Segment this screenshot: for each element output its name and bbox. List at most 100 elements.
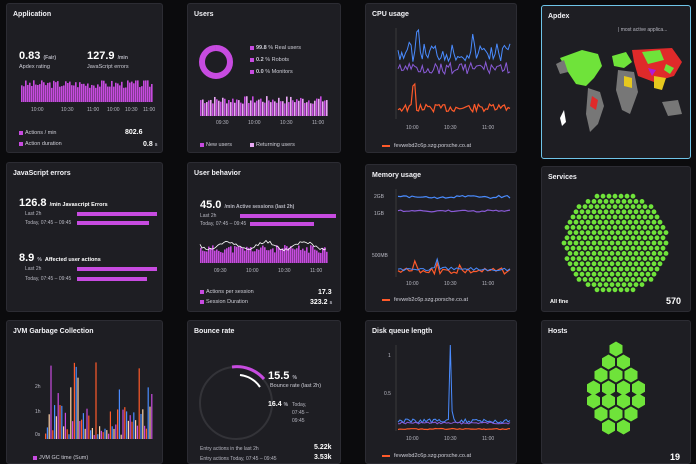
bar — [45, 433, 47, 439]
bar — [113, 86, 115, 102]
service-hex — [612, 287, 618, 293]
service-hex — [615, 219, 621, 225]
bounce-rate-tile[interactable]: Bounce rate 15.5 % Bounce rate (last 2h)… — [187, 320, 341, 464]
bar — [256, 248, 258, 263]
service-hex — [573, 209, 579, 215]
application-tile[interactable]: Application 0.83 (Fair) Apdex rating 127… — [6, 3, 163, 153]
legend-action-duration[interactable]: Action duration — [19, 141, 62, 147]
service-hex — [600, 287, 606, 293]
bar — [200, 100, 202, 116]
service-hex — [576, 245, 582, 251]
service-hex — [654, 245, 660, 251]
bar — [91, 427, 93, 439]
bar — [151, 393, 153, 439]
service-hex — [630, 256, 636, 261]
bar — [264, 102, 266, 116]
monitors-stat: 0.0 % Monitors — [250, 69, 293, 75]
service-hex — [645, 219, 651, 225]
jvm-gc-tile[interactable]: JVM Garbage Collection 2h 1h 0s JVM GC t… — [6, 320, 163, 464]
hosts-hex-grid — [587, 341, 645, 435]
user-behavior-tile[interactable]: User behavior 45.0 /min Active sessions … — [187, 162, 341, 312]
bar — [113, 428, 115, 439]
tick-label: 10:00 — [107, 107, 120, 113]
bar — [220, 101, 222, 116]
bar — [33, 80, 35, 102]
bar — [266, 96, 268, 116]
tick-label: 10:00 — [31, 107, 44, 113]
services-tile[interactable]: Services All fine 570 — [541, 166, 691, 312]
legend-actions-per-session[interactable]: Actions per session — [200, 289, 254, 295]
bar — [228, 100, 230, 116]
cpu-legend-host[interactable]: fevwebd2c6p.szg.porsche.co.at — [382, 143, 471, 149]
apdex-map-tile[interactable]: Apdex | most active applica... — [541, 5, 691, 159]
bar — [252, 96, 254, 116]
service-hex — [663, 251, 669, 256]
bar — [214, 96, 216, 116]
service-hex — [633, 271, 639, 277]
last-2h-label: Last 2h — [25, 266, 42, 272]
legend-new-users[interactable]: New users — [200, 142, 232, 148]
memory-line-chart — [395, 189, 511, 277]
hosts-tile[interactable]: Hosts 19 — [541, 320, 691, 464]
service-hex — [579, 230, 585, 235]
service-hex — [636, 266, 642, 272]
service-hex — [636, 235, 642, 241]
service-hex — [660, 256, 666, 261]
users-tile[interactable]: Users 99.8 % Real users 0.2 % Robots 0.0… — [187, 3, 341, 153]
bar — [202, 99, 204, 116]
apdex-label: Apdex rating — [19, 64, 50, 70]
service-hex — [645, 230, 651, 235]
service-hex — [642, 235, 648, 241]
services-hex-cloud — [561, 193, 669, 293]
bar — [105, 83, 107, 102]
service-hex — [630, 214, 636, 220]
bar — [228, 247, 230, 263]
service-hex — [636, 204, 642, 209]
disk-legend-host[interactable]: fevwebd2c6p.szg.porsche.co.at — [382, 453, 471, 459]
bar — [292, 100, 294, 116]
bar — [140, 413, 142, 439]
cpu-usage-tile[interactable]: CPU usage 10:00 10:30 11:00 fevwebd2c6p.… — [365, 3, 517, 153]
bar — [294, 249, 296, 263]
legend-session-duration[interactable]: Session Duration — [200, 299, 248, 305]
bar — [310, 245, 312, 263]
legend-returning-users[interactable]: Returning users — [250, 142, 295, 148]
bar — [210, 99, 212, 116]
disk-queue-tile[interactable]: Disk queue length 1 0.5 10:00 10:30 11:0… — [365, 320, 517, 464]
javascript-errors-tile[interactable]: JavaScript errors 126.8 /min Javascript … — [6, 162, 163, 312]
bar — [268, 250, 270, 263]
bar — [300, 97, 302, 116]
bar — [51, 87, 53, 102]
bar — [79, 82, 81, 102]
service-hex — [591, 271, 597, 277]
service-hex — [651, 209, 657, 215]
bar — [226, 103, 228, 116]
service-hex — [597, 219, 603, 225]
tick-label: 10:30 — [61, 107, 74, 113]
gc-legend[interactable]: JVM GC time (Sum) — [33, 455, 88, 461]
service-hex — [567, 240, 573, 246]
service-hex — [648, 277, 654, 282]
host-hex — [617, 393, 630, 409]
bar — [50, 365, 52, 439]
bar — [272, 99, 274, 116]
service-hex — [582, 235, 588, 241]
bar — [240, 246, 242, 263]
service-hex — [615, 271, 621, 277]
tick-label: 11:00 — [312, 120, 325, 126]
service-hex — [651, 261, 657, 267]
bar — [204, 251, 206, 263]
bar — [218, 250, 220, 263]
memory-usage-tile[interactable]: Memory usage 2GB 1GB 500MB 10:00 10:30 1… — [365, 164, 517, 312]
bar — [88, 415, 90, 439]
service-hex — [633, 199, 639, 204]
bar — [250, 100, 252, 116]
service-hex — [597, 271, 603, 277]
bar — [212, 245, 214, 263]
legend-actions-per-min[interactable]: Actions / min — [19, 130, 56, 136]
bar — [324, 100, 326, 116]
memory-legend-host[interactable]: fevweb2c6p.szg.porsche.co.at — [382, 297, 468, 303]
service-hex — [651, 230, 657, 235]
service-hex — [618, 235, 624, 241]
bounce-today-value: 16.4 % — [268, 401, 289, 408]
